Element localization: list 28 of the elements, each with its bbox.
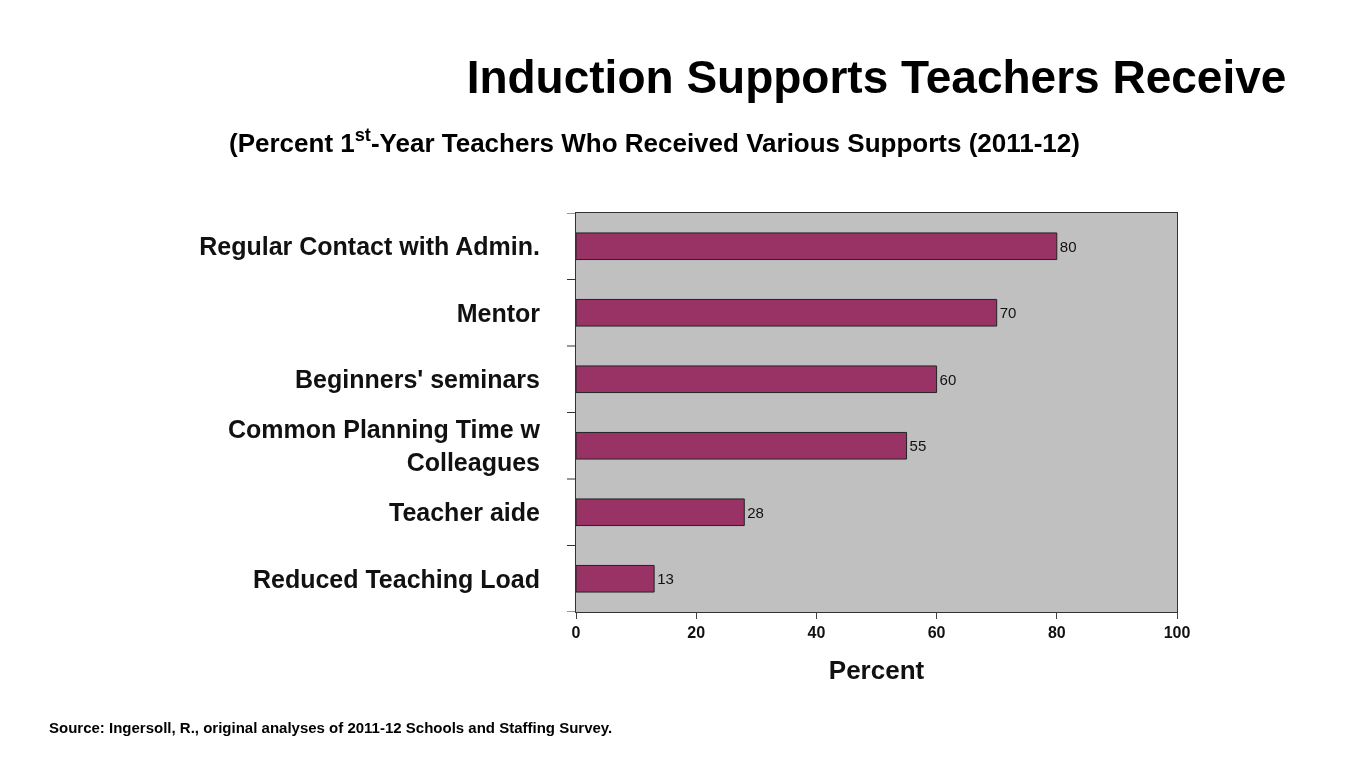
chart-title: Induction Supports Teachers Receive: [466, 51, 1287, 104]
data-label: 70: [999, 304, 1017, 322]
data-label: 13: [657, 570, 674, 588]
y-tick-label: Mentor: [456, 298, 541, 327]
data-label: 60: [939, 370, 957, 388]
y-tick-label: Beginners' seminars: [295, 365, 540, 393]
data-label: 80: [1059, 237, 1077, 255]
y-tick-label: Regular Contact with Admin.: [199, 232, 540, 260]
x-tick-label: 40: [807, 624, 826, 642]
x-axis-title: Percent: [828, 654, 925, 685]
x-tick-label: 80: [1047, 624, 1066, 642]
bar: [576, 498, 745, 527]
source-note: Source: Ingersoll, R., original analyses of 2011-12 Schools and Staffing Survey.: [49, 719, 613, 736]
x-tick-label: 60: [927, 624, 946, 642]
x-tick-label: 20: [687, 624, 706, 642]
bar: [576, 298, 998, 327]
x-tick-label: 100: [1163, 624, 1191, 642]
bar: [576, 365, 938, 394]
bar: [576, 232, 1058, 261]
y-tick-label: Reduced Teaching Load: [252, 564, 540, 593]
bar: [576, 431, 908, 460]
y-tick-label: Common Planning Time w Colleagues: [227, 415, 541, 476]
x-tick-label: 0: [571, 624, 581, 642]
data-label: 55: [909, 437, 927, 455]
chart-subtitle: (Percent 1$^{st}$-Year Teachers Who Received Various Supports (2011-12): [229, 125, 1080, 158]
data-label: 28: [747, 503, 764, 521]
y-tick-label: Teacher aide: [388, 498, 541, 526]
bar: [576, 564, 655, 593]
